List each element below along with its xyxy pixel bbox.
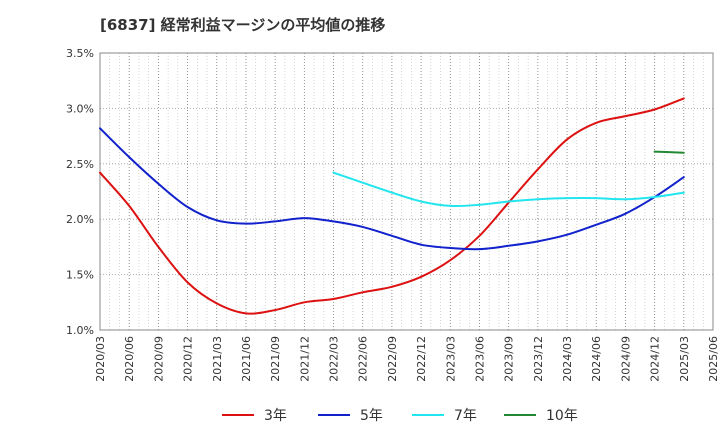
series-layer <box>99 97 685 315</box>
y-tick-label: 2.0% <box>66 213 94 226</box>
legend-label: 5年 <box>360 408 383 424</box>
x-tick-label: 2022/09 <box>386 336 399 382</box>
x-tick-label: 2024/03 <box>561 336 574 382</box>
x-tick-label: 2023/03 <box>444 336 457 382</box>
x-tick-label: 2020/09 <box>152 336 165 382</box>
x-tick-label: 2022/06 <box>357 336 370 382</box>
x-tick-label: 2025/06 <box>707 336 720 382</box>
legend-label: 3年 <box>264 408 287 424</box>
series-line-0 <box>99 97 685 315</box>
grid <box>100 52 713 331</box>
x-tick-label: 2021/06 <box>240 336 253 382</box>
series-line-2 <box>332 171 685 208</box>
series-line-3 <box>653 150 685 154</box>
x-tick-label: 2021/12 <box>298 336 311 382</box>
x-tick-label: 2023/06 <box>473 336 486 382</box>
x-axis-ticks: 2020/03 2020/06 2020/09 2020/12 2021/03 2021/… <box>94 336 720 382</box>
y-tick-label: 3.5% <box>66 47 94 60</box>
y-tick-label: 1.5% <box>66 269 94 282</box>
chart-title: [6837] 経常利益マージンの平均値の推移 <box>100 16 386 34</box>
x-tick-label: 2020/06 <box>123 336 136 382</box>
y-axis-ticks: 3.5% 3.0% 2.5% 2.0% 1.5% 1.0% <box>66 47 94 337</box>
legend-label: 10年 <box>546 408 578 424</box>
x-tick-label: 2023/12 <box>532 336 545 382</box>
x-tick-label: 2021/09 <box>269 336 282 382</box>
x-tick-label: 2023/09 <box>503 336 516 382</box>
y-tick-label: 1.0% <box>66 324 94 337</box>
x-tick-label: 2020/12 <box>182 336 195 382</box>
x-tick-label: 2022/12 <box>415 336 428 382</box>
x-tick-label: 2025/03 <box>678 336 691 382</box>
legend: 3年 5年 7年 10年 <box>222 408 578 424</box>
plot-frame <box>99 52 714 331</box>
x-tick-label: 2024/09 <box>619 336 632 382</box>
legend-label: 7年 <box>454 408 477 424</box>
y-tick-label: 2.5% <box>66 158 94 171</box>
series-line-1 <box>99 127 685 251</box>
x-tick-label: 2022/03 <box>328 336 341 382</box>
x-tick-label: 2024/12 <box>649 336 662 382</box>
x-tick-label: 2024/06 <box>590 336 603 382</box>
x-tick-label: 2020/03 <box>94 336 107 382</box>
x-tick-label: 2021/03 <box>211 336 224 382</box>
y-tick-label: 3.0% <box>66 102 94 115</box>
